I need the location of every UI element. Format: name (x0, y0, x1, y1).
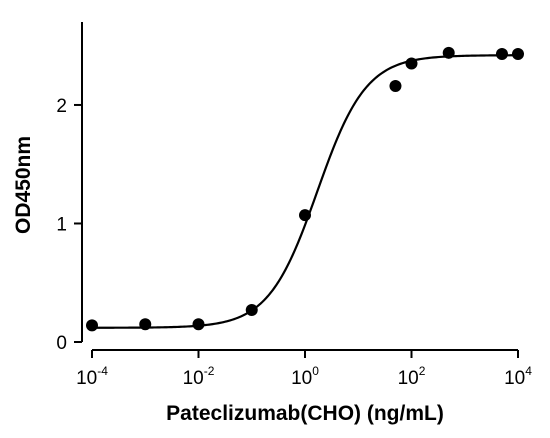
y-ticks: 0 1 2 (56, 96, 82, 354)
fit-curve (92, 54, 518, 329)
x-tick-label: 10-2 (183, 364, 215, 389)
x-axis: 10-4 10-2 100 102 104 (76, 349, 532, 389)
data-point (86, 319, 98, 332)
data-point (405, 57, 418, 70)
y-axis-title: OD450nm (12, 136, 35, 234)
data-point (512, 48, 524, 60)
data-point (245, 304, 258, 316)
data-points (86, 46, 524, 332)
y-tick-label: 0 (56, 333, 67, 354)
data-point (299, 209, 311, 222)
x-ticks: 10-4 10-2 100 102 104 (76, 350, 532, 389)
x-tick-label: 104 (504, 364, 532, 389)
y-tick-label: 1 (56, 214, 67, 235)
data-point (139, 318, 152, 331)
data-point (442, 46, 455, 59)
y-tick-label: 2 (56, 96, 67, 117)
y-axis: 0 1 2 (56, 22, 83, 354)
data-point (192, 318, 205, 331)
x-tick-label: 100 (291, 364, 319, 389)
x-tick-label: 10-4 (76, 364, 108, 389)
x-tick-label: 102 (398, 364, 426, 389)
data-point (389, 80, 402, 92)
data-point (495, 48, 508, 60)
x-axis-title: Pateclizumab(CHO) (ng/mL) (166, 402, 444, 425)
